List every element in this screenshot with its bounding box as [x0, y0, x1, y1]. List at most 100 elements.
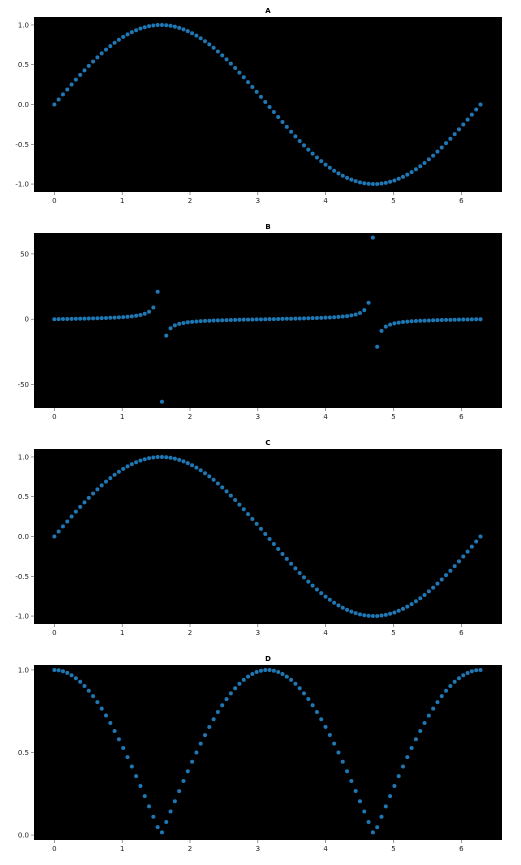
- x-tick-label: 4: [323, 197, 328, 205]
- data-point: [439, 694, 444, 699]
- data-point: [116, 37, 121, 42]
- data-point: [284, 316, 289, 321]
- data-point: [327, 733, 332, 738]
- x-tick-label: 2: [188, 413, 192, 421]
- data-point: [413, 319, 418, 324]
- x-tick-label: 4: [323, 845, 328, 853]
- data-point: [306, 579, 311, 584]
- y-tick-label: 0.5: [18, 749, 29, 757]
- data-point: [155, 289, 160, 294]
- data-point: [147, 456, 152, 461]
- data-point: [280, 672, 285, 677]
- data-point: [203, 39, 208, 44]
- data-point: [469, 112, 474, 117]
- data-point: [237, 317, 242, 322]
- x-tick-label: 3: [256, 629, 260, 637]
- data-point: [73, 509, 78, 514]
- data-point: [418, 596, 423, 601]
- x-tick-label: 1: [120, 629, 124, 637]
- data-point: [138, 458, 143, 463]
- data-point: [181, 320, 186, 325]
- data-point: [190, 319, 195, 324]
- data-point: [164, 23, 169, 28]
- y-tick-label: 0.0: [18, 101, 29, 109]
- data-point: [228, 691, 233, 696]
- data-point: [241, 507, 246, 512]
- data-point: [116, 469, 121, 474]
- x-tick-label: 0: [52, 845, 56, 853]
- data-point: [220, 53, 225, 58]
- y-tick-label: -0.5: [15, 573, 29, 581]
- data-point: [401, 764, 406, 769]
- data-point: [375, 344, 380, 349]
- x-tick-label: 2: [188, 845, 192, 853]
- data-point: [357, 180, 362, 185]
- data-point: [82, 316, 87, 321]
- x-tick-label: 3: [256, 845, 260, 853]
- y-tick-label: 0.0: [18, 832, 29, 840]
- data-point: [104, 479, 109, 484]
- data-point: [388, 611, 393, 616]
- data-point: [263, 531, 268, 536]
- data-point: [78, 72, 83, 77]
- data-point: [426, 157, 431, 162]
- data-point: [267, 317, 272, 322]
- data-point: [250, 84, 255, 89]
- data-point: [370, 182, 375, 187]
- data-point: [452, 564, 457, 569]
- data-point: [82, 500, 87, 505]
- data-point: [310, 151, 315, 156]
- data-point: [297, 570, 302, 575]
- data-point: [448, 568, 453, 573]
- data-point: [452, 132, 457, 137]
- data-point: [215, 318, 220, 323]
- chart-D: D 0 1 2 3 4 5 6 1.0 0.5 0.0: [18, 655, 502, 853]
- data-point: [426, 318, 431, 323]
- data-point: [237, 70, 242, 75]
- data-point: [86, 63, 91, 68]
- data-point: [336, 314, 341, 319]
- data-point: [52, 667, 57, 672]
- data-point: [211, 717, 216, 722]
- data-point: [431, 706, 436, 711]
- data-point: [444, 317, 449, 322]
- data-point: [198, 36, 203, 41]
- data-point: [383, 180, 388, 185]
- data-point: [104, 315, 109, 320]
- x-tick-label: 2: [188, 197, 192, 205]
- x-tick-label: 5: [391, 629, 395, 637]
- x-tick-label: 6: [459, 413, 464, 421]
- data-point: [314, 587, 319, 592]
- y-tick-label: 0.5: [18, 493, 29, 501]
- data-point: [353, 312, 358, 317]
- data-point: [327, 597, 332, 602]
- data-point: [345, 769, 350, 774]
- data-point: [302, 691, 307, 696]
- data-point: [280, 316, 285, 321]
- data-point: [375, 181, 380, 186]
- data-point: [340, 314, 345, 319]
- data-point: [194, 319, 199, 324]
- data-point: [310, 316, 315, 321]
- data-point: [203, 471, 208, 476]
- data-point: [203, 733, 208, 738]
- data-point: [293, 134, 298, 139]
- data-point: [185, 29, 190, 34]
- data-point: [142, 311, 147, 316]
- data-point: [306, 697, 311, 702]
- data-point: [159, 22, 164, 27]
- data-point: [172, 323, 177, 328]
- plot-area: [34, 449, 502, 624]
- data-point: [405, 172, 410, 177]
- data-point: [211, 477, 216, 482]
- data-point: [129, 462, 134, 467]
- data-point: [60, 669, 65, 674]
- data-point: [142, 25, 147, 30]
- x-tick-label: 5: [391, 413, 395, 421]
- data-point: [69, 514, 74, 519]
- data-point: [289, 316, 294, 321]
- data-point: [422, 318, 427, 323]
- data-point: [409, 602, 414, 607]
- data-point: [478, 102, 483, 107]
- data-point: [297, 686, 302, 691]
